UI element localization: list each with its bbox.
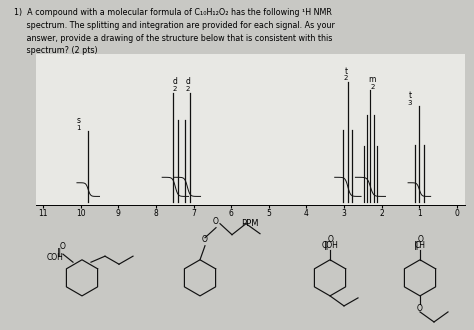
- Text: COH: COH: [321, 241, 338, 250]
- Text: O: O: [202, 235, 208, 244]
- Text: O: O: [213, 217, 219, 226]
- Text: CH: CH: [414, 241, 426, 250]
- Text: O: O: [328, 235, 334, 244]
- Text: d: d: [173, 78, 177, 86]
- Text: 1)  A compound with a molecular formula of C₁₀H₁₂O₂ has the following ¹H NMR: 1) A compound with a molecular formula o…: [14, 8, 332, 17]
- Text: spectrum. The splitting and integration are provided for each signal. As your: spectrum. The splitting and integration …: [14, 21, 335, 30]
- Text: COH: COH: [46, 253, 64, 262]
- Text: ‖: ‖: [324, 241, 328, 250]
- Text: m: m: [369, 75, 376, 84]
- Text: answer, provide a drawing of the structure below that is consistent with this: answer, provide a drawing of the structu…: [14, 34, 333, 43]
- Text: 2: 2: [370, 83, 374, 89]
- Text: d: d: [185, 78, 191, 86]
- Text: spectrum? (2 pts): spectrum? (2 pts): [14, 46, 98, 55]
- Text: t: t: [409, 91, 411, 100]
- Text: 2: 2: [186, 86, 190, 92]
- Text: t: t: [345, 67, 347, 76]
- Text: ‖: ‖: [414, 241, 418, 250]
- Text: O: O: [418, 235, 424, 244]
- Text: ‖: ‖: [57, 248, 61, 257]
- Text: 3: 3: [407, 100, 411, 106]
- Text: 2: 2: [344, 75, 348, 82]
- Text: O: O: [60, 242, 66, 251]
- Text: 2: 2: [173, 86, 177, 92]
- Text: O: O: [417, 305, 423, 314]
- X-axis label: PPM: PPM: [241, 219, 259, 228]
- Text: s: s: [77, 116, 81, 125]
- Text: 1: 1: [77, 124, 81, 131]
